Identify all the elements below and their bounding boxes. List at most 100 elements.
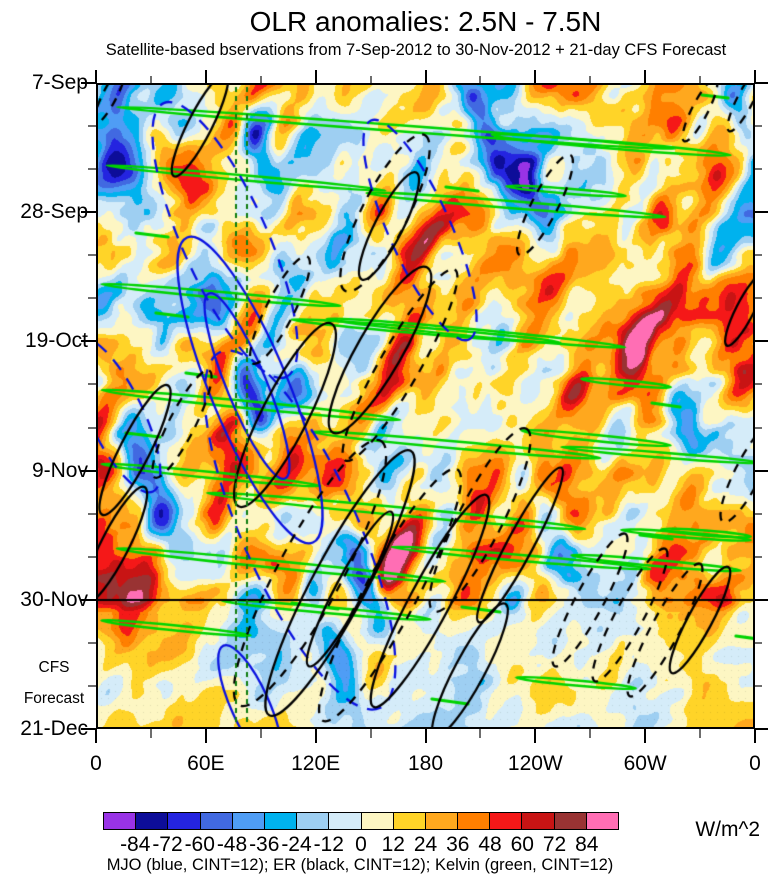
major-tick bbox=[534, 70, 537, 83]
major-tick bbox=[534, 729, 537, 743]
colorbar-cell bbox=[521, 813, 554, 829]
cfs-forecast-label-line2: Forecast bbox=[23, 690, 85, 707]
colorbar-cell bbox=[263, 813, 297, 829]
major-tick bbox=[754, 70, 756, 83]
hovmoller-plot-area bbox=[96, 83, 755, 729]
major-tick bbox=[81, 469, 96, 472]
colorbar bbox=[103, 812, 619, 830]
plot-subtitle: Satellite-based bservations from 7-Sep-2… bbox=[105, 41, 727, 59]
colorbar-tick-label: 12 bbox=[381, 833, 405, 856]
minor-tick bbox=[88, 512, 96, 515]
major-tick bbox=[755, 598, 768, 601]
colorbar-tick-label: -48 bbox=[216, 833, 248, 856]
minor-tick bbox=[88, 254, 96, 257]
colorbar-unit-label: W/m^2 bbox=[695, 818, 760, 841]
minor-tick bbox=[699, 729, 702, 738]
x-tick-label: 0 bbox=[749, 752, 761, 775]
colorbar-cell bbox=[328, 813, 361, 829]
page-title: OLR anomalies: 2.5N - 7.5N bbox=[249, 6, 602, 37]
colorbar-tick-label: -60 bbox=[184, 833, 215, 856]
minor-tick bbox=[755, 168, 762, 171]
colorbar-tick-label: -72 bbox=[152, 833, 183, 856]
major-tick bbox=[81, 340, 96, 343]
y-tick-label: 7-Sep bbox=[31, 71, 88, 94]
major-tick bbox=[204, 729, 207, 743]
y-tick-label: 9-Nov bbox=[31, 458, 88, 482]
minor-tick bbox=[88, 426, 96, 429]
colorbar-cell bbox=[457, 813, 490, 829]
major-tick bbox=[424, 729, 427, 743]
colorbar-cell bbox=[553, 813, 586, 829]
minor-tick bbox=[589, 76, 592, 83]
major-tick bbox=[81, 598, 96, 601]
major-tick bbox=[95, 70, 97, 83]
major-tick bbox=[644, 729, 647, 743]
colorbar-tick-label: 84 bbox=[575, 833, 599, 856]
minor-tick bbox=[755, 641, 762, 644]
colorbar-cell bbox=[392, 813, 425, 829]
major-tick bbox=[81, 211, 96, 214]
colorbar-tick-label: 24 bbox=[413, 833, 438, 856]
x-tick-label: 60E bbox=[187, 752, 225, 775]
minor-tick bbox=[755, 555, 762, 558]
minor-tick bbox=[479, 729, 482, 738]
major-tick bbox=[314, 70, 317, 83]
colorbar-cell bbox=[199, 813, 232, 829]
colorbar-cell bbox=[231, 813, 264, 829]
major-tick bbox=[755, 211, 768, 214]
x-tick-label: 120W bbox=[507, 752, 563, 775]
minor-tick bbox=[755, 383, 762, 386]
minor-tick bbox=[259, 76, 262, 83]
colorbar-tick-label: -84 bbox=[120, 833, 151, 856]
cfs-forecast-label-line1: CFS bbox=[38, 659, 70, 676]
colorbar-cell bbox=[135, 813, 168, 829]
major-tick bbox=[755, 469, 768, 472]
minor-tick bbox=[755, 426, 762, 429]
y-tick-label: 19-Oct bbox=[24, 329, 88, 353]
colorbar-cell bbox=[104, 813, 136, 829]
minor-tick bbox=[755, 254, 762, 257]
minor-tick bbox=[88, 684, 96, 687]
minor-tick bbox=[479, 76, 482, 83]
colorbar-cell bbox=[424, 813, 458, 829]
minor-tick bbox=[755, 684, 762, 687]
colorbar-tick-label: -36 bbox=[249, 833, 280, 856]
major-tick bbox=[95, 729, 97, 743]
minor-tick bbox=[755, 297, 762, 300]
colorbar-tick-label: 36 bbox=[446, 833, 470, 856]
minor-tick bbox=[149, 76, 152, 83]
y-tick-label: 21-Dec bbox=[20, 717, 88, 740]
colorbar-tick-label: 72 bbox=[542, 833, 567, 856]
x-tick-label: 60W bbox=[623, 752, 667, 775]
major-tick bbox=[424, 70, 427, 83]
major-tick bbox=[81, 82, 96, 84]
major-tick bbox=[81, 728, 96, 730]
minor-tick bbox=[369, 729, 372, 738]
colorbar-tick-label: 48 bbox=[478, 833, 502, 856]
minor-tick bbox=[699, 76, 702, 83]
minor-tick bbox=[755, 512, 762, 515]
minor-tick bbox=[369, 76, 372, 83]
minor-tick bbox=[88, 383, 96, 386]
minor-tick bbox=[589, 729, 592, 738]
minor-tick bbox=[755, 125, 762, 128]
colorbar-cell bbox=[360, 813, 393, 829]
y-tick-label: 28-Sep bbox=[20, 200, 88, 224]
colorbar-cell bbox=[296, 813, 329, 829]
minor-tick bbox=[88, 168, 96, 171]
major-tick bbox=[204, 70, 207, 83]
x-tick-label: 120E bbox=[291, 752, 341, 775]
minor-tick bbox=[149, 729, 152, 738]
colorbar-cell bbox=[489, 813, 522, 829]
colorbar-cell bbox=[585, 813, 618, 829]
major-tick bbox=[754, 729, 756, 743]
minor-tick bbox=[88, 555, 96, 558]
major-tick bbox=[644, 70, 647, 83]
major-tick bbox=[755, 82, 768, 84]
minor-tick bbox=[88, 125, 96, 128]
major-tick bbox=[755, 728, 768, 730]
colorbar-tick-label: 0 bbox=[355, 833, 367, 856]
contour-legend-caption: MJO (blue, CINT=12); ER (black, CINT=12)… bbox=[106, 856, 614, 874]
major-tick bbox=[755, 340, 768, 343]
